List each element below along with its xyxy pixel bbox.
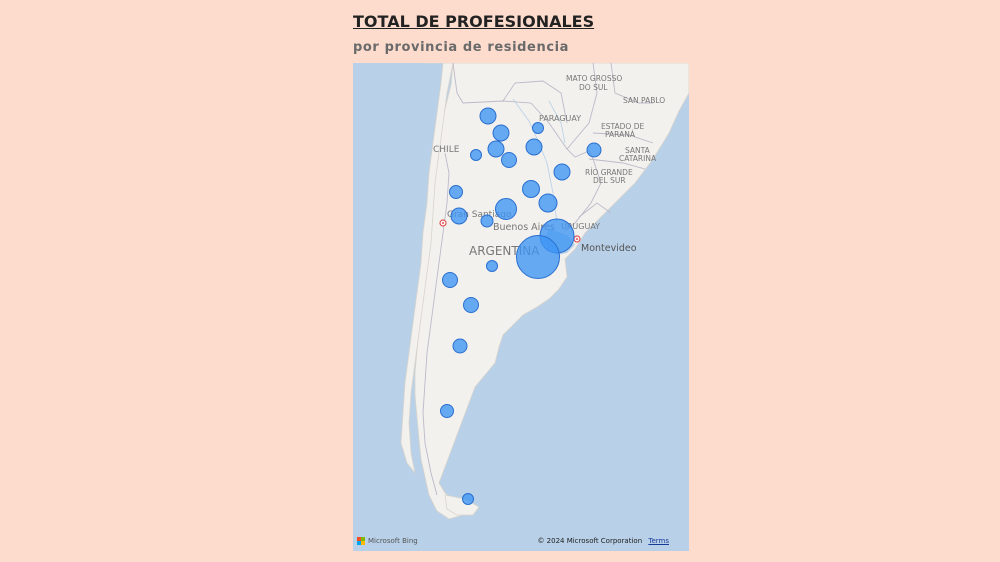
bubble-misiones[interactable] (586, 142, 602, 158)
label-santa: SANTA (625, 146, 651, 155)
map-attribution: © 2024 Microsoft Corporation Terms (537, 537, 669, 545)
copyright-text: © 2024 Microsoft Corporation (537, 537, 643, 545)
chile-land (400, 63, 454, 474)
bubble-neuquen[interactable] (463, 297, 479, 313)
label-parana: PARANÁ (605, 130, 636, 139)
bubble-tierra-del-fuego[interactable] (462, 493, 474, 505)
bing-provider-text: Microsoft Bing (368, 537, 418, 545)
borders (422, 63, 654, 496)
label-estado-de: ESTADO DE (601, 122, 644, 131)
label-rio-grande: RÍO GRANDE (585, 168, 633, 177)
map-canvas: MATO GROSSO DO SUL SAN PABLO PARAGUAY ES… (400, 63, 689, 520)
bubble-san-luis[interactable] (480, 214, 494, 228)
bubble-tucuman[interactable] (487, 140, 505, 158)
label-mato-grosso: MATO GROSSO (566, 74, 622, 83)
label-montevideo: Montevideo (581, 243, 637, 254)
bubble-catamarca[interactable] (470, 149, 482, 161)
province-bubbles[interactable] (440, 107, 602, 505)
label-rio-do-sul: DEL SUR (593, 176, 626, 185)
page-title: TOTAL DE PROFESIONALES (353, 12, 595, 31)
bubble-la-rioja[interactable] (449, 185, 463, 199)
bubble-entre-rios[interactable] (538, 193, 558, 213)
bubble-corrientes[interactable] (553, 163, 571, 181)
label-uruguay: URUGUAY (561, 222, 600, 231)
bubble-formosa[interactable] (532, 122, 544, 134)
bubble-salta[interactable] (492, 124, 510, 142)
bing-logo: Microsoft Bing (357, 537, 418, 545)
label-san-pablo: SAN PABLO (623, 96, 665, 105)
bubble-rio-negro[interactable] (452, 338, 468, 354)
label-chile: CHILE (433, 145, 460, 155)
label-buenos-aires: Buenos Aires (493, 222, 555, 233)
bubble-la-pampa[interactable] (486, 260, 498, 272)
bubble-buenos-aires[interactable] (516, 235, 560, 279)
label-catarina: CATARINA (619, 154, 657, 163)
land-mass (414, 63, 689, 520)
label-do-sul: DO SUL (579, 83, 608, 92)
microsoft-logo-icon (357, 537, 365, 545)
bubble-chubut[interactable] (440, 404, 454, 418)
bubble-chaco[interactable] (525, 138, 543, 156)
bubble-santa-fe[interactable] (522, 180, 540, 198)
city-markers (439, 219, 581, 243)
map-visual[interactable]: MATO GROSSO DO SUL SAN PABLO PARAGUAY ES… (353, 63, 689, 551)
page-subtitle: por provincia de residencia (353, 40, 570, 55)
bubble-san-juan[interactable] (450, 207, 468, 225)
bubble-jujuy[interactable] (479, 107, 497, 125)
bubble-cordoba[interactable] (495, 198, 517, 220)
terms-link[interactable]: Terms (648, 537, 669, 545)
label-gran-santiago: Gran Santiago (447, 210, 512, 220)
bubble-santiago-del-estero[interactable] (501, 152, 517, 168)
bubble-mendoza[interactable] (442, 272, 458, 288)
label-paraguay: PARAGUAY (539, 114, 581, 123)
